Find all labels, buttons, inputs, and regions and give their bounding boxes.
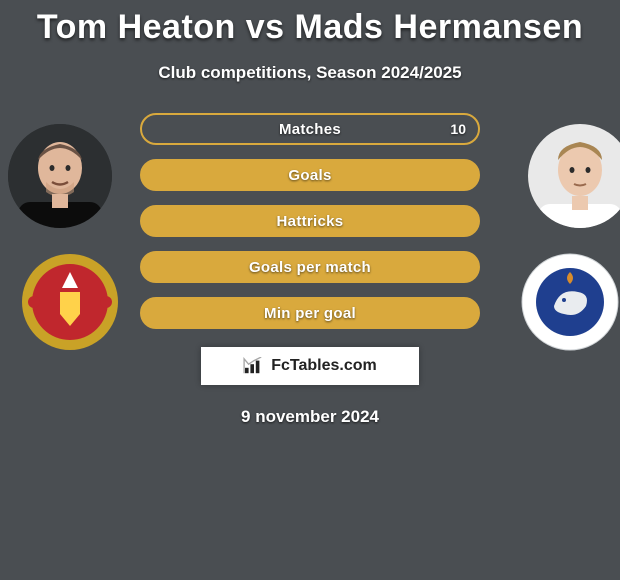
stat-label: Matches [279,121,341,138]
manchester-united-crest-icon [20,252,120,352]
stat-right-value: 10 [450,121,466,137]
stat-row-hattricks: Hattricks [140,205,480,237]
stat-label: Goals per match [249,259,371,276]
leicester-city-crest-icon [520,252,620,352]
brand-label: FcTables.com [271,357,377,375]
page-subtitle: Club competitions, Season 2024/2025 [0,63,620,83]
stat-label: Min per goal [264,305,356,322]
player-left-avatar [8,124,112,228]
page-title: Tom Heaton vs Mads Hermansen [0,0,620,47]
club-right-badge [520,252,620,352]
stat-row-goals: Goals [140,159,480,191]
stat-label: Hattricks [277,213,344,230]
stat-label: Goals [288,167,331,184]
comparison-card: Tom Heaton vs Mads Hermansen Club compet… [0,0,620,580]
brand-watermark: FcTables.com [201,347,419,385]
date-label: 9 november 2024 [0,407,620,427]
club-left-badge [20,252,120,352]
stat-row-goals-per-match: Goals per match [140,251,480,283]
bar-chart-icon [243,357,265,375]
stat-row-min-per-goal: Min per goal [140,297,480,329]
player-left-photo [8,124,112,228]
stat-row-matches: Matches 10 [140,113,480,145]
